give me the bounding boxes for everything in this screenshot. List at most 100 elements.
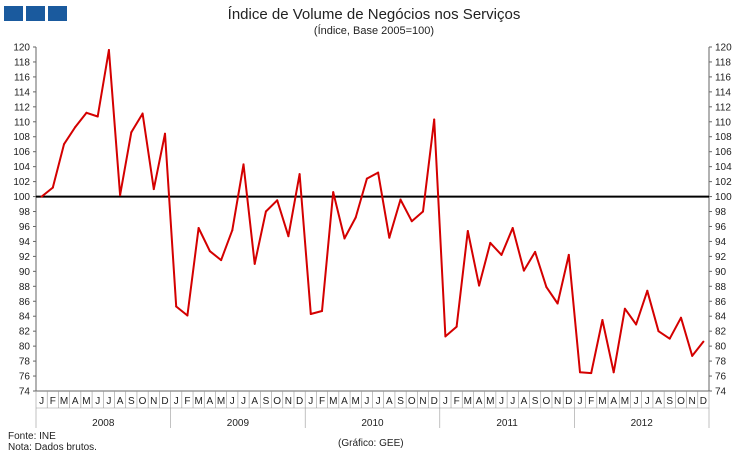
x-month-label: O <box>677 396 685 407</box>
data-point <box>107 48 110 51</box>
data-point <box>231 229 234 232</box>
x-month-label: A <box>251 396 258 407</box>
x-month-label: J <box>376 396 381 407</box>
data-point <box>668 337 671 340</box>
y-tick-label-right: 84 <box>715 312 727 323</box>
x-month-label: M <box>464 396 472 407</box>
x-month-label: M <box>352 396 360 407</box>
data-point <box>556 302 559 305</box>
x-month-label: M <box>82 396 90 407</box>
y-tick-label-right: 86 <box>715 297 727 308</box>
y-tick-label-left: 74 <box>19 387 31 398</box>
data-point <box>298 173 301 176</box>
y-tick-label-right: 98 <box>715 207 727 218</box>
data-point <box>85 111 88 114</box>
y-tick-label-left: 82 <box>19 327 31 338</box>
x-month-label: J <box>230 396 235 407</box>
y-tick-label-left: 78 <box>19 357 31 368</box>
y-tick-label-left: 76 <box>19 372 31 383</box>
y-tick-label-left: 102 <box>13 177 30 188</box>
x-month-label: S <box>263 396 270 407</box>
data-point <box>186 314 189 317</box>
y-tick-label-left: 96 <box>19 222 31 233</box>
data-point <box>276 199 279 202</box>
y-tick-label-right: 88 <box>715 282 727 293</box>
x-year-label: 2009 <box>227 418 250 429</box>
data-note: Nota: Dados brutos. <box>8 442 97 453</box>
x-month-label: N <box>554 396 561 407</box>
logo-block-2 <box>26 6 45 21</box>
y-tick-label-left: 88 <box>19 282 31 293</box>
data-point <box>242 163 245 166</box>
x-month-label: D <box>296 396 303 407</box>
x-year-label: 2008 <box>92 418 115 429</box>
y-tick-label-left: 118 <box>14 57 30 68</box>
x-month-label: S <box>666 396 673 407</box>
data-point <box>309 312 312 315</box>
data-point <box>197 226 200 229</box>
x-month-label: J <box>39 396 44 407</box>
x-month-label: A <box>341 396 348 407</box>
x-month-label: A <box>476 396 483 407</box>
source-note: Fonte: INE <box>8 431 56 442</box>
x-month-label: O <box>273 396 281 407</box>
data-point <box>354 216 357 219</box>
data-point <box>175 305 178 308</box>
data-point <box>623 307 626 310</box>
data-point <box>534 250 537 253</box>
chart-subtitle: (Índice, Base 2005=100) <box>313 25 435 37</box>
chart-title: Índice de Volume de Negócios nos Serviço… <box>227 6 521 23</box>
y-tick-label-left: 92 <box>19 252 31 263</box>
x-month-label: A <box>521 396 528 407</box>
y-tick-label-left: 114 <box>14 87 30 98</box>
x-month-label: A <box>610 396 617 407</box>
data-point <box>567 253 570 256</box>
x-month-label: D <box>565 396 572 407</box>
x-month-label: D <box>700 396 707 407</box>
data-point <box>287 235 290 238</box>
x-month-label: J <box>241 396 246 407</box>
y-tick-label-right: 108 <box>715 132 732 143</box>
data-point <box>590 372 593 375</box>
data-point <box>63 143 66 146</box>
y-tick-label-right: 102 <box>715 177 732 188</box>
x-month-label: F <box>454 396 460 407</box>
data-point <box>163 132 166 135</box>
data-point <box>511 226 514 229</box>
data-point <box>702 340 705 343</box>
x-month-label: D <box>431 396 438 407</box>
data-point <box>579 371 582 374</box>
x-month-label: M <box>60 396 68 407</box>
data-point <box>399 198 402 201</box>
x-month-label: J <box>634 396 639 407</box>
x-month-label: J <box>106 396 111 407</box>
data-point <box>343 237 346 240</box>
data-point <box>253 262 256 265</box>
data-point <box>332 191 335 194</box>
y-tick-label-right: 78 <box>715 357 727 368</box>
x-month-label: F <box>588 396 594 407</box>
x-month-label: J <box>578 396 583 407</box>
data-point <box>522 269 525 272</box>
y-tick-label-right: 110 <box>715 117 731 128</box>
x-month-label: J <box>174 396 179 407</box>
y-tick-label-left: 108 <box>13 132 30 143</box>
x-month-label: M <box>598 396 606 407</box>
data-point <box>455 325 458 328</box>
y-tick-label-left: 116 <box>14 72 30 83</box>
data-point <box>321 309 324 312</box>
y-tick-label-left: 110 <box>14 117 30 128</box>
data-point <box>119 194 122 197</box>
x-month-label: O <box>542 396 550 407</box>
y-tick-label-right: 90 <box>715 267 727 278</box>
x-month-label: J <box>510 396 515 407</box>
y-tick-label-right: 100 <box>715 192 732 203</box>
y-tick-label-right: 116 <box>715 72 731 83</box>
data-point <box>646 289 649 292</box>
x-month-label: M <box>621 396 629 407</box>
x-month-label: N <box>150 396 157 407</box>
x-month-label: O <box>408 396 416 407</box>
x-month-label: A <box>655 396 662 407</box>
data-point <box>130 131 133 134</box>
data-point <box>410 220 413 223</box>
